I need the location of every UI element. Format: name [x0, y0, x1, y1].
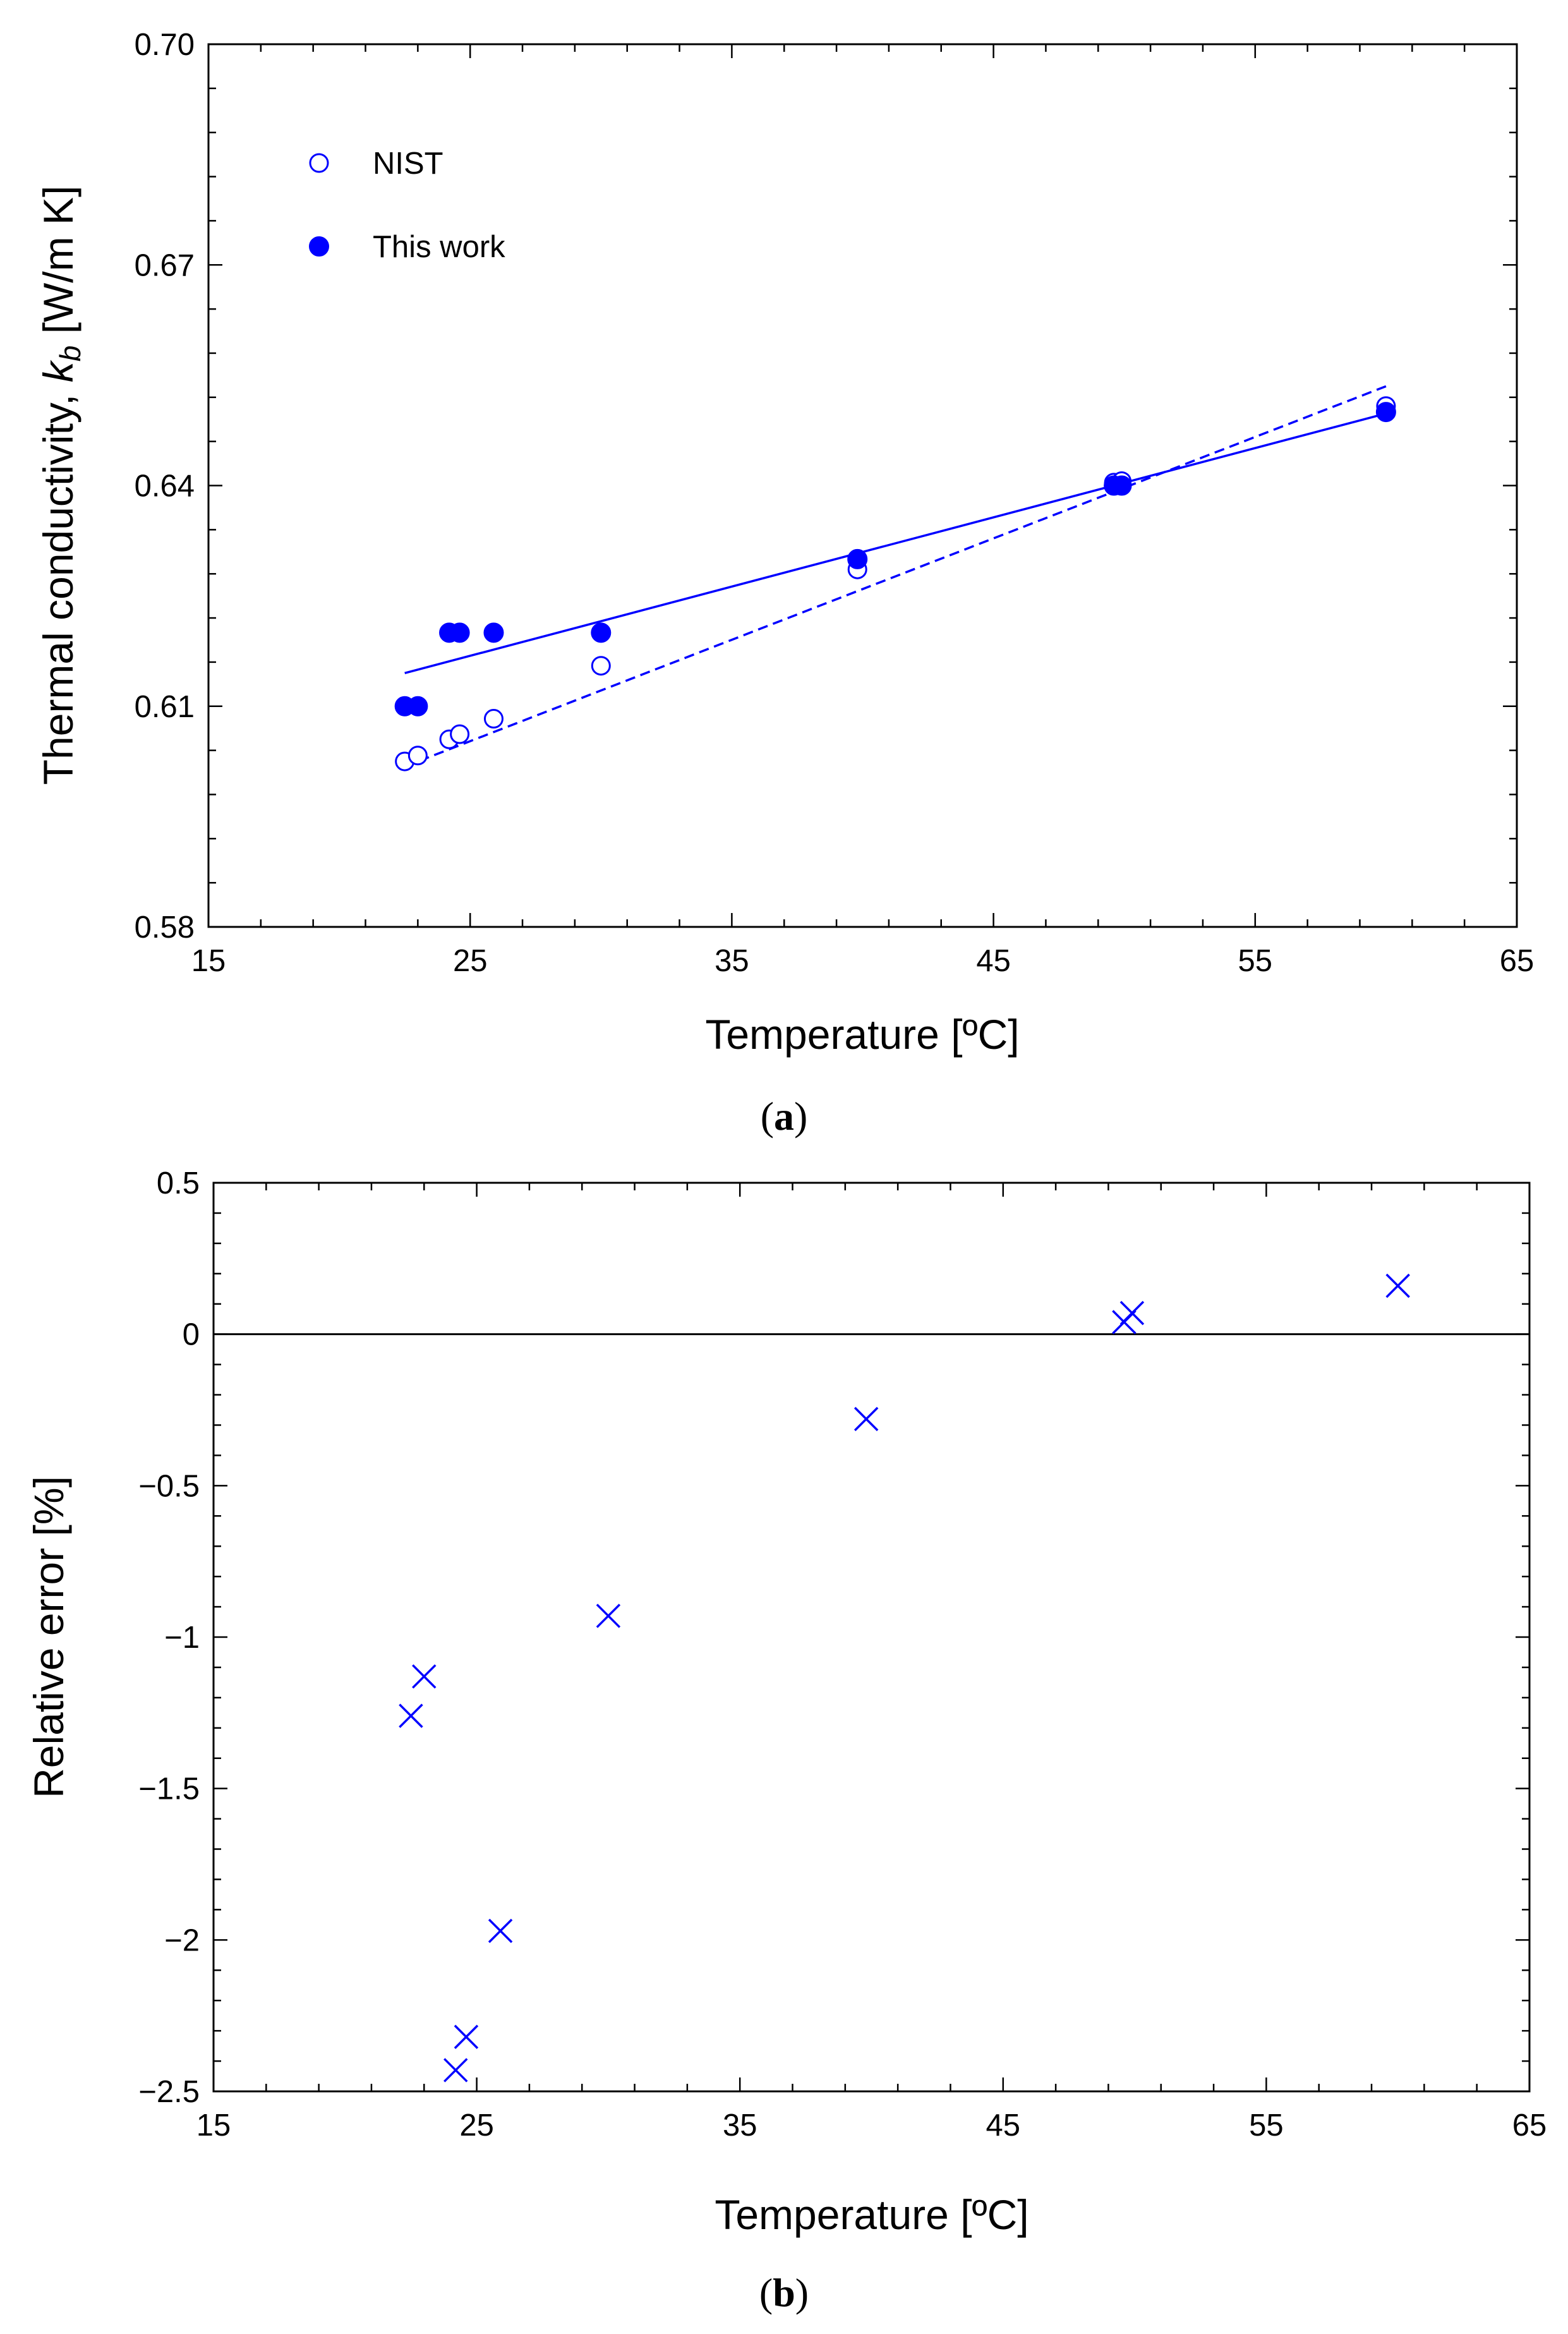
data-points-b — [399, 1273, 1410, 2083]
legend-a: NIST This work — [309, 147, 505, 264]
relative-error-point — [1119, 1300, 1145, 1326]
this-work-point — [847, 548, 868, 569]
y-tick-label: −1 — [164, 1621, 200, 1655]
legend-nist-label: NIST — [373, 147, 443, 181]
x-tick-label: 15 — [191, 944, 226, 978]
relative-error-point — [412, 1664, 437, 1689]
x-tick-label: 65 — [1512, 2108, 1547, 2143]
y-tick-label: −1.5 — [138, 1772, 200, 1806]
y-axis-label-a-prefix: Thermal conductivity, — [35, 382, 81, 785]
x-tick-labels-a: 15 25 35 45 55 65 — [191, 944, 1535, 978]
x-tick-label: 35 — [723, 2108, 757, 2143]
panel-caption-a: (a) — [761, 1094, 808, 1139]
legend-nist-marker — [309, 153, 329, 173]
y-axis-label-a-var: k — [35, 360, 81, 382]
this-work-point — [591, 622, 612, 643]
data-points-a — [394, 396, 1396, 771]
panel-caption-b-letter: b — [773, 2270, 795, 2315]
fit-lines-a — [404, 385, 1387, 768]
minor-ticks-b — [212, 1182, 1531, 2093]
y-tick-labels-a: 0.58 0.61 0.64 0.67 0.70 — [135, 28, 195, 945]
plot-frame-b — [212, 1182, 1531, 2093]
y-tick-label: 0.58 — [135, 910, 195, 945]
y-tick-label: 0.61 — [135, 690, 195, 724]
relative-error-point — [488, 1918, 513, 1944]
x-tick-label: 15 — [196, 2108, 231, 2143]
panel-caption-b: (b) — [759, 2270, 809, 2315]
y-axis-label-a-sub: b — [54, 346, 87, 362]
relative-error-point — [596, 1604, 621, 1628]
legend-this-work-label: This work — [373, 230, 505, 264]
panel-b: 15 25 35 45 55 65 −2.5 −2 −1.5 −1 −0.5 0 0.5 Temper… — [25, 1166, 1547, 2315]
x-axis-label-a: Temperature [ºC] — [705, 1011, 1019, 1058]
this-work-point — [1111, 475, 1132, 496]
x-tick-label: 65 — [1500, 944, 1535, 978]
y-tick-label: 0.5 — [157, 1166, 200, 1200]
relative-error-point — [454, 2024, 479, 2049]
x-tick-label: 45 — [986, 2108, 1021, 2143]
x-tick-labels-b: 15 25 35 45 55 65 — [196, 2108, 1547, 2143]
y-axis-label-b: Relative error [%] — [25, 1476, 72, 1798]
minor-ticks-a — [207, 43, 1518, 928]
x-axis-label-b: Temperature [ºC] — [715, 2191, 1028, 2238]
y-tick-label: 0 — [183, 1318, 200, 1352]
this-work-point — [407, 696, 428, 717]
y-tick-label: −0.5 — [138, 1469, 200, 1503]
x-tick-label: 55 — [1249, 2108, 1284, 2143]
x-tick-label: 25 — [459, 2108, 494, 2143]
y-tick-label: −2.5 — [138, 2075, 200, 2109]
x-tick-label: 45 — [976, 944, 1011, 978]
relative-error-point — [443, 2058, 468, 2083]
this-work-point — [483, 622, 504, 643]
x-tick-label: 35 — [715, 944, 749, 978]
y-tick-labels-b: −2.5 −2 −1.5 −1 −0.5 0 0.5 — [138, 1166, 200, 2109]
y-axis-label-a-suffix: [W/m K] — [35, 186, 81, 346]
x-tick-label: 55 — [1238, 944, 1273, 978]
relative-error-point — [399, 1703, 423, 1728]
nist-point — [407, 746, 428, 766]
nist-fit-line — [404, 385, 1387, 768]
nist-point — [450, 724, 470, 744]
y-tick-label: 0.64 — [135, 469, 195, 504]
nist-point — [591, 656, 611, 676]
this-work-point — [449, 622, 470, 643]
y-axis-label-a: Thermal conductivity, kb [W/m K] — [35, 186, 87, 785]
y-tick-label: 0.70 — [135, 28, 195, 62]
nist-point — [483, 709, 504, 729]
panel-caption-a-letter: a — [774, 1094, 794, 1139]
legend-this-work-marker — [309, 236, 329, 257]
y-tick-label: −2 — [164, 1923, 200, 1957]
relative-error-point — [1385, 1273, 1410, 1298]
x-tick-label: 25 — [453, 944, 488, 978]
y-tick-label: 0.67 — [135, 248, 195, 282]
relative-error-point — [853, 1406, 879, 1432]
this-work-point — [1375, 402, 1396, 423]
this-work-fit-line — [404, 412, 1387, 675]
panel-a: 15 25 35 45 55 65 0.58 0.61 0.64 0.67 0.70 NIST Th… — [35, 28, 1534, 1139]
